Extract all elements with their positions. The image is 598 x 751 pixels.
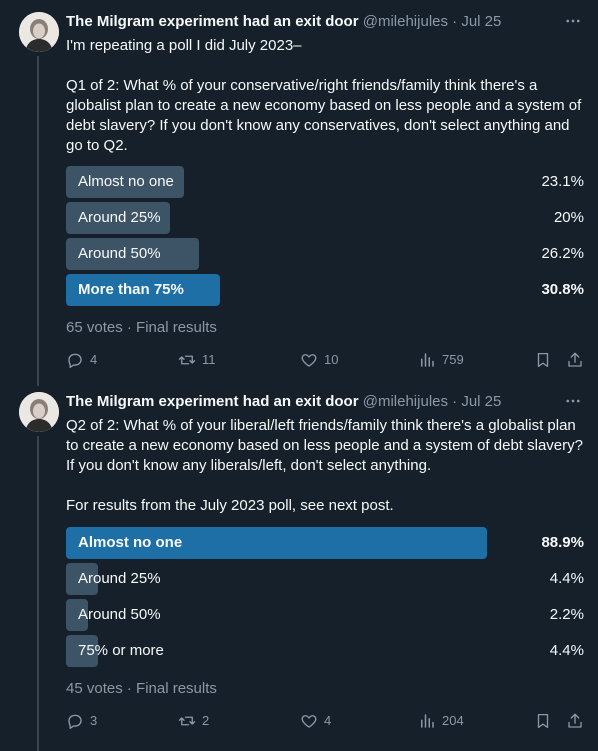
poll-bar: [66, 563, 98, 595]
poll-option-percent: 23.1%: [541, 173, 584, 190]
reply-button[interactable]: 3: [66, 711, 97, 731]
poll-option: 75% or more 4.4%: [66, 635, 584, 667]
separator-dot: ·: [452, 393, 458, 410]
tweet[interactable]: The Milgram experiment had an exit door …: [0, 0, 598, 386]
repost-button[interactable]: 11: [178, 350, 216, 370]
poll-option-winner: Almost no one 88.9%: [66, 527, 584, 559]
bookmark-icon: [537, 352, 549, 368]
poll-bar: [66, 202, 170, 234]
tweet-date[interactable]: Jul 25: [461, 13, 502, 30]
tweet-header: The Milgram experiment had an exit door …: [66, 12, 586, 32]
tweet-header: The Milgram experiment had an exit door …: [66, 392, 586, 412]
poll-bar-winner: [66, 527, 487, 559]
poll-option-label: Around 50%: [78, 606, 161, 623]
poll-option-percent: 26.2%: [541, 245, 584, 262]
separator-dot: ·: [452, 13, 458, 30]
author-name[interactable]: The Milgram experiment had an exit door: [66, 13, 359, 30]
action-bar: 4 11 10 759: [66, 350, 586, 370]
like-button[interactable]: 4: [300, 711, 331, 731]
poll-option-percent: 20%: [553, 209, 584, 226]
views-chart-icon: [421, 353, 434, 367]
reply-button[interactable]: 4: [66, 350, 97, 370]
reply-icon: [68, 714, 82, 729]
poll-bar: [66, 599, 88, 631]
view-count: 759: [442, 352, 464, 367]
repost-count: 2: [202, 713, 210, 728]
poll-option-label: 75% or more: [78, 642, 164, 659]
poll-option-percent: 88.9%: [541, 534, 584, 551]
poll-option-label: Around 25%: [78, 209, 161, 226]
poll-option-percent: 4.4%: [549, 570, 584, 587]
avatar[interactable]: [19, 392, 59, 432]
like-count: 10: [324, 352, 339, 367]
heart-icon: [301, 715, 317, 728]
poll-option-percent: 2.2%: [549, 606, 584, 623]
poll-bar: [66, 166, 184, 198]
repost-button[interactable]: 2: [178, 711, 209, 731]
like-count: 4: [324, 713, 332, 728]
share-button[interactable]: [566, 711, 584, 731]
tweet-text: Q2 of 2: What % of your liberal/left fri…: [66, 417, 583, 514]
thread-line: [37, 56, 39, 386]
reply-count: 3: [90, 713, 98, 728]
share-button[interactable]: [566, 350, 584, 370]
poll-option: Almost no one 23.1%: [66, 166, 584, 198]
poll-option-label: More than 75%: [78, 281, 184, 298]
poll-option-label: Around 50%: [78, 245, 161, 262]
author-name[interactable]: The Milgram experiment had an exit door: [66, 393, 359, 410]
author-handle[interactable]: @milehijules: [362, 13, 448, 30]
views-chart-icon: [421, 714, 434, 728]
tweet-text: I'm repeating a poll I did July 2023– Q1…: [66, 37, 582, 154]
poll: Almost no one 88.9% Around 25% 4.4% Arou…: [66, 527, 584, 671]
share-icon: [568, 352, 582, 367]
poll: Almost no one 23.1% Around 25% 20% Aroun…: [66, 166, 584, 310]
poll-option: Around 50% 2.2%: [66, 599, 584, 631]
more-horizontal-icon[interactable]: [562, 12, 584, 32]
poll-option: Around 50% 26.2%: [66, 238, 584, 270]
poll-option: Around 25% 20%: [66, 202, 584, 234]
repost-icon: [178, 716, 196, 726]
poll-bar: [66, 238, 199, 270]
poll-option-label: Almost no one: [78, 534, 183, 551]
views-button[interactable]: 759: [418, 350, 464, 370]
poll-meta: 65 votes · Final results: [66, 319, 217, 336]
views-button[interactable]: 204: [418, 711, 464, 731]
share-icon: [568, 713, 582, 728]
like-button[interactable]: 10: [300, 350, 338, 370]
poll-option-label: Almost no one: [78, 173, 174, 190]
repost-icon: [178, 355, 196, 365]
tweet[interactable]: The Milgram experiment had an exit door …: [0, 380, 598, 751]
repost-count: 11: [202, 352, 216, 367]
poll-option: Around 25% 4.4%: [66, 563, 584, 595]
poll-meta: 45 votes · Final results: [66, 680, 217, 697]
author-handle[interactable]: @milehijules: [362, 393, 448, 410]
heart-icon: [301, 354, 317, 367]
view-count: 204: [442, 713, 464, 728]
tweet-date[interactable]: Jul 25: [461, 393, 502, 410]
poll-option-winner: More than 75% 30.8%: [66, 274, 584, 306]
more-horizontal-icon[interactable]: [562, 392, 584, 412]
bookmark-icon: [537, 713, 549, 729]
poll-option-label: Around 25%: [78, 570, 161, 587]
poll-option-percent: 4.4%: [549, 642, 584, 659]
poll-bar-winner: [66, 274, 220, 306]
bookmark-button[interactable]: [534, 711, 552, 731]
poll-option-percent: 30.8%: [541, 281, 584, 298]
avatar[interactable]: [19, 12, 59, 52]
bookmark-button[interactable]: [534, 350, 552, 370]
thread-line: [37, 436, 39, 751]
poll-bar: [66, 635, 98, 667]
action-bar: 3 2 4 204: [66, 711, 586, 731]
reply-icon: [68, 353, 82, 368]
reply-count: 4: [90, 352, 98, 367]
